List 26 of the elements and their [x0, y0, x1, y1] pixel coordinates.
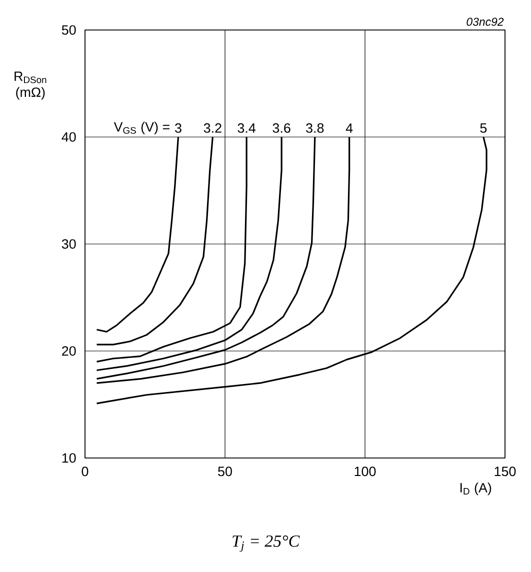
y-tick-label: 10 — [62, 453, 76, 463]
line-series — [96, 136, 488, 404]
x-tick-label: 0 — [82, 466, 88, 476]
series-label: 4 — [346, 124, 353, 133]
series-label: 3.2 — [204, 123, 222, 133]
line-series — [96, 136, 214, 346]
line-series — [96, 136, 248, 362]
x-tick-label: 100 — [354, 466, 376, 476]
y-tick-label: 20 — [62, 346, 76, 356]
legend-title: V$_{GS}$ (V) = — [114, 122, 170, 134]
line-series — [96, 136, 282, 372]
series-label: 3.8 — [306, 123, 324, 133]
x-tick-label: 150 — [494, 466, 516, 476]
series-label: 3 — [175, 123, 182, 133]
text: T$_{j}$ = 25°C — [232, 535, 300, 552]
y-tick-label: 40 — [62, 132, 76, 142]
series-label: 5 — [480, 123, 487, 133]
y-tick-label: 30 — [62, 239, 76, 249]
series-label: 3.4 — [238, 123, 256, 133]
x-axis-title: I$_{D}$ (A) — [460, 482, 492, 496]
text: 03nc92 — [466, 18, 504, 26]
y-axis-title: R$_{DSon}$ (mΩ) — [14, 72, 46, 100]
x-tick-label: 50 — [218, 466, 232, 476]
line-series — [96, 136, 180, 333]
y-tick-label: 50 — [62, 25, 76, 35]
series-label: 3.6 — [272, 123, 290, 133]
